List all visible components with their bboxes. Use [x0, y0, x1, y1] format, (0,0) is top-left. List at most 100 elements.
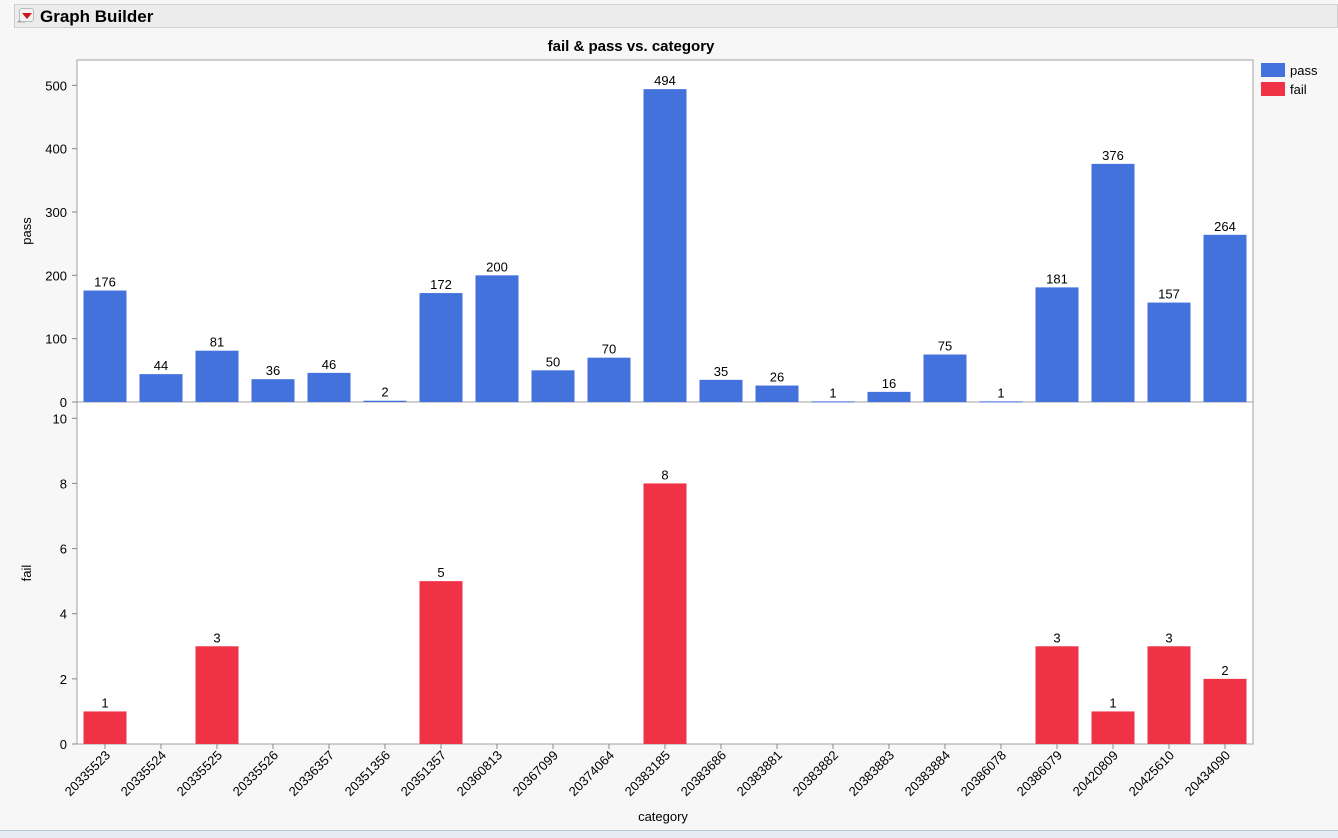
data-label-pass: 44	[154, 358, 168, 373]
x-tick-label: 20335526	[230, 748, 282, 800]
x-tick-label: 20351356	[342, 748, 394, 800]
red-triangle-menu-icon[interactable]	[19, 8, 34, 22]
y-axis-label-fail: fail	[19, 565, 34, 582]
x-tick-label: 20383882	[790, 748, 842, 800]
x-tick-label: 20420809	[1070, 748, 1122, 800]
data-label-fail: 1	[1109, 695, 1116, 710]
y-tick-label: 300	[45, 205, 67, 220]
x-tick-label: 20383185	[622, 748, 674, 800]
data-label-pass: 172	[430, 277, 452, 292]
legend-swatch-fail	[1261, 82, 1285, 96]
y-tick-label: 6	[60, 542, 67, 557]
data-label-fail: 5	[437, 565, 444, 580]
data-label-pass: 1	[829, 385, 836, 400]
bar-pass	[83, 290, 127, 402]
data-label-pass: 50	[546, 354, 560, 369]
y-tick-label: 400	[45, 142, 67, 157]
x-tick-label: 20425610	[1126, 748, 1178, 800]
bar-pass	[419, 293, 463, 402]
bar-pass	[1147, 302, 1191, 402]
x-tick-label: 20383686	[678, 748, 730, 800]
y-axis-label-pass: pass	[19, 217, 34, 245]
x-tick-label: 20336357	[286, 748, 338, 800]
data-label-fail: 8	[661, 467, 668, 482]
x-tick-label: 20374064	[566, 748, 618, 800]
graph-builder-title: Graph Builder	[40, 7, 154, 26]
bar-pass	[531, 370, 575, 402]
bar-fail	[195, 646, 239, 744]
data-label-fail: 1	[101, 695, 108, 710]
data-label-pass: 181	[1046, 271, 1068, 286]
data-label-pass: 494	[654, 73, 676, 88]
bar-pass	[699, 379, 743, 402]
data-label-pass: 81	[210, 335, 224, 350]
y-tick-label: 10	[53, 411, 67, 426]
bar-fail	[1203, 678, 1247, 744]
data-label-fail: 2	[1221, 663, 1228, 678]
data-label-pass: 2	[381, 385, 388, 400]
bar-pass	[195, 350, 239, 402]
bar-fail	[643, 483, 687, 744]
data-label-pass: 176	[94, 275, 116, 290]
status-bar	[0, 830, 1338, 838]
bar-pass	[1091, 163, 1135, 402]
x-axis-label: category	[638, 809, 688, 824]
y-tick-label: 200	[45, 268, 67, 283]
x-tick-label: 20335523	[62, 748, 114, 800]
y-tick-label: 0	[60, 395, 67, 410]
data-label-pass: 1	[997, 385, 1004, 400]
bar-pass	[307, 372, 351, 402]
data-label-pass: 36	[266, 363, 280, 378]
legend-label-fail: fail	[1290, 82, 1307, 97]
bar-pass	[251, 379, 295, 402]
data-label-pass: 46	[322, 357, 336, 372]
y-tick-label: 100	[45, 332, 67, 347]
data-label-fail: 3	[1053, 630, 1060, 645]
bar-fail	[419, 581, 463, 744]
graph-builder-header: ◢	[14, 4, 1338, 28]
bar-fail	[1147, 646, 1191, 744]
y-tick-label: 500	[45, 78, 67, 93]
y-tick-label: 2	[60, 672, 67, 687]
y-tick-label: 4	[60, 607, 67, 622]
data-label-pass: 70	[602, 342, 616, 357]
bar-pass	[1203, 234, 1247, 402]
bar-pass	[643, 89, 687, 402]
data-label-pass: 26	[770, 370, 784, 385]
legend-swatch-pass	[1261, 63, 1285, 77]
data-label-pass: 75	[938, 339, 952, 354]
data-label-pass: 157	[1158, 287, 1180, 302]
y-tick-label: 0	[60, 737, 67, 752]
bar-fail	[1035, 646, 1079, 744]
x-tick-label: 20383881	[734, 748, 786, 800]
x-tick-label: 20386078	[958, 748, 1010, 800]
x-tick-label: 20383883	[846, 748, 898, 800]
data-label-fail: 3	[1165, 630, 1172, 645]
bar-pass	[363, 400, 407, 402]
data-label-pass: 376	[1102, 148, 1124, 163]
data-label-pass: 16	[882, 376, 896, 391]
x-tick-label: 20351357	[398, 748, 450, 800]
data-label-pass: 35	[714, 364, 728, 379]
x-tick-label: 20386079	[1014, 748, 1066, 800]
legend-label-pass: pass	[1290, 63, 1318, 78]
data-label-pass: 264	[1214, 219, 1236, 234]
x-tick-label: 20383884	[902, 748, 954, 800]
x-tick-label: 20335524	[118, 748, 170, 800]
data-label-fail: 3	[213, 630, 220, 645]
x-tick-label: 20367099	[510, 748, 562, 800]
bar-fail	[1091, 711, 1135, 744]
bar-pass	[811, 401, 855, 403]
x-tick-label: 20335525	[174, 748, 226, 800]
bar-pass	[587, 357, 631, 402]
data-label-pass: 200	[486, 259, 508, 274]
bar-pass	[923, 354, 967, 402]
bar-fail	[83, 711, 127, 744]
bar-pass	[1035, 287, 1079, 402]
x-tick-label: 20434090	[1182, 748, 1234, 800]
bar-pass	[139, 374, 183, 402]
bar-pass	[867, 391, 911, 402]
y-tick-label: 8	[60, 476, 67, 491]
bar-pass	[979, 401, 1023, 403]
